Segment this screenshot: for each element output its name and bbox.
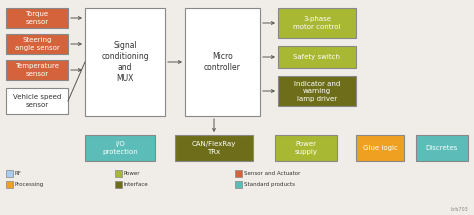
Text: Interface: Interface [124, 182, 149, 187]
Text: 3-phase
motor control: 3-phase motor control [293, 16, 341, 30]
Bar [278, 76, 356, 106]
Text: I/O
protection: I/O protection [102, 141, 138, 155]
Text: Standard products: Standard products [244, 182, 295, 187]
Text: CAN/FlexRay
TRx: CAN/FlexRay TRx [192, 141, 236, 155]
Bar [278, 8, 356, 38]
Bar [416, 135, 468, 161]
Bar [175, 135, 253, 161]
Bar [278, 46, 356, 68]
Bar [85, 8, 165, 116]
Text: brb703: brb703 [450, 207, 468, 212]
Bar [6, 60, 68, 80]
Text: Micro
controller: Micro controller [204, 52, 241, 72]
Bar [235, 181, 242, 188]
Bar [275, 135, 337, 161]
Bar [235, 170, 242, 177]
Text: Processing: Processing [15, 182, 44, 187]
Bar [115, 181, 122, 188]
Text: Safety switch: Safety switch [293, 54, 340, 60]
Text: RF: RF [15, 171, 22, 176]
Text: Steering
angle sensor: Steering angle sensor [15, 37, 59, 51]
Text: Discretes: Discretes [426, 145, 458, 151]
Text: Power
supply: Power supply [294, 141, 318, 155]
Bar [6, 170, 13, 177]
Bar [115, 170, 122, 177]
Text: Torque
sensor: Torque sensor [26, 11, 48, 25]
Bar [6, 34, 68, 54]
Text: Power: Power [124, 171, 140, 176]
Bar [356, 135, 404, 161]
Bar [6, 88, 68, 114]
Bar [6, 8, 68, 28]
Text: Signal
conditioning
and
MUX: Signal conditioning and MUX [101, 41, 149, 83]
Bar [185, 8, 260, 116]
Bar [6, 181, 13, 188]
Text: Glue logic: Glue logic [363, 145, 397, 151]
Text: Temperature
sensor: Temperature sensor [15, 63, 59, 77]
Text: Indicator and
warning
lamp driver: Indicator and warning lamp driver [294, 80, 340, 101]
Bar [85, 135, 155, 161]
Text: Vehicle speed
sensor: Vehicle speed sensor [13, 94, 61, 108]
Text: Sensor and Actuator: Sensor and Actuator [244, 171, 301, 176]
